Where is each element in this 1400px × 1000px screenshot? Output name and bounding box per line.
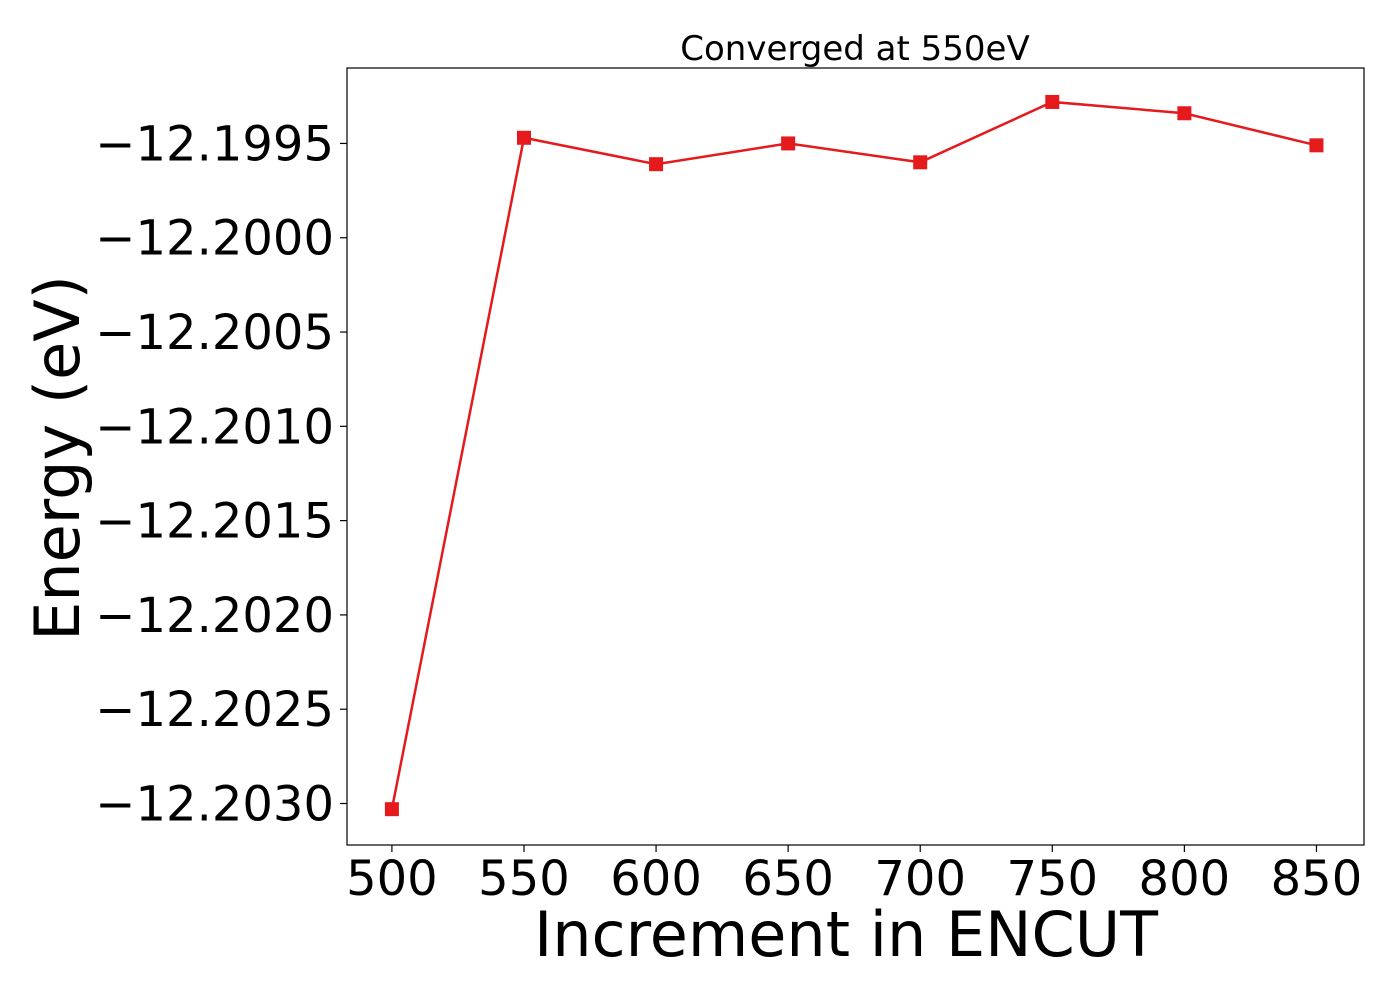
x-tick-label: 850 — [1271, 851, 1363, 907]
y-tick-label: −12.2015 — [95, 494, 334, 550]
data-point-marker — [1177, 106, 1192, 121]
y-tick-label: −12.2005 — [95, 305, 334, 361]
data-point-marker — [1309, 138, 1324, 153]
x-axis-ticks: 500 550 600 650 700 750 800 850 — [346, 845, 1362, 907]
y-tick-label: −12.2020 — [95, 588, 334, 644]
series-line — [390, 100, 1317, 810]
y-tick-label: −12.2010 — [95, 399, 334, 455]
y-tick-label: −12.1995 — [95, 116, 334, 172]
x-tick-label: 550 — [478, 851, 570, 907]
chart-title: Converged at 550eV — [680, 29, 1029, 69]
x-axis-label: Increment in ENCUT — [534, 898, 1159, 971]
x-tick-label: 800 — [1139, 851, 1231, 907]
x-tick-label: 700 — [874, 851, 966, 907]
y-tick-label: −12.2000 — [95, 211, 334, 267]
data-point-marker — [781, 136, 796, 151]
y-axis-label: Energy (eV) — [21, 275, 94, 641]
y-tick-label: −12.2030 — [95, 777, 334, 833]
series-group — [384, 94, 1324, 817]
data-point-marker — [649, 157, 664, 172]
x-tick-label: 650 — [742, 851, 834, 907]
y-axis-ticks: −12.2030 −12.2025 −12.2020 −12.2015 −12.2010… — [95, 116, 347, 833]
x-tick-label: 750 — [1006, 851, 1098, 907]
y-tick-label: −12.2025 — [95, 682, 334, 738]
x-tick-label: 600 — [610, 851, 702, 907]
data-point-marker — [516, 130, 531, 145]
plot-area — [346, 67, 1365, 846]
data-point-marker — [913, 155, 928, 170]
x-tick-label: 500 — [346, 851, 438, 907]
data-point-marker — [1045, 94, 1060, 109]
data-point-marker — [384, 802, 399, 817]
